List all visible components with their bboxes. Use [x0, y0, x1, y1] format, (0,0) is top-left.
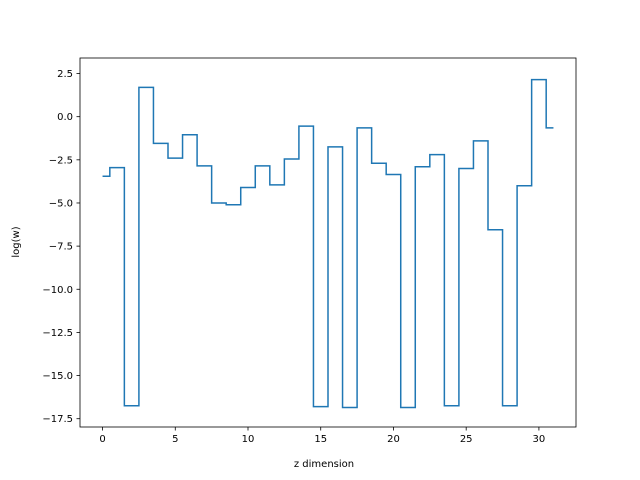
y-axis-label: log(w)	[11, 226, 22, 257]
y-tick-label: −12.5	[42, 328, 73, 339]
x-tick-label: 15	[314, 434, 327, 445]
x-axis-label: z dimension	[294, 459, 354, 470]
x-tick-label: 30	[533, 434, 546, 445]
y-tick-label: −2.5	[49, 155, 73, 166]
y-axis-ticks: 2.5 0.0 −2.5 −5.0 −7.5 −10.0 −12.5 −15.0 −17.5	[42, 69, 80, 425]
x-tick-label: 0	[99, 434, 105, 445]
x-axis-ticks: 0 5 10 15 20 25 30	[99, 427, 545, 445]
x-tick-label: 5	[172, 434, 178, 445]
series-line-0	[102, 78, 554, 409]
y-tick-label: 2.5	[57, 69, 73, 80]
x-tick-label: 10	[242, 434, 255, 445]
x-tick-label: 25	[460, 434, 473, 445]
y-tick-label: −15.0	[42, 371, 73, 382]
x-tick-label: 20	[387, 434, 400, 445]
y-tick-label: −10.0	[42, 285, 73, 296]
y-tick-label: −17.5	[42, 414, 73, 425]
y-tick-label: −5.0	[49, 198, 73, 209]
y-tick-label: 0.0	[57, 112, 73, 123]
plot-area	[79, 57, 577, 428]
axes-frame	[79, 57, 577, 428]
y-tick-label: −7.5	[49, 242, 73, 253]
